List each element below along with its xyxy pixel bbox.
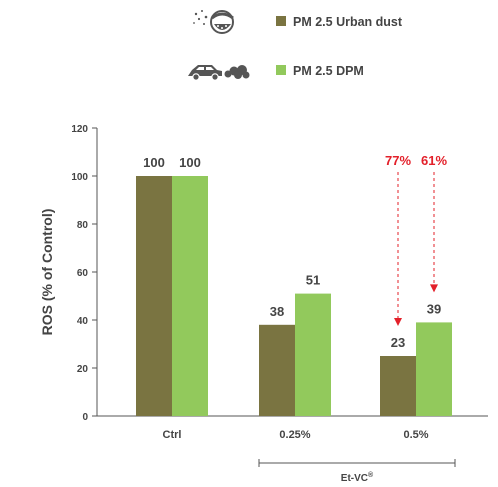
data-label: 39 xyxy=(427,301,441,316)
x-tick-label: 0.5% xyxy=(403,429,428,441)
y-tick-label: 0 xyxy=(82,412,88,423)
data-label: 100 xyxy=(179,155,201,170)
bar xyxy=(172,176,208,416)
legend-swatch-dpm xyxy=(276,65,286,75)
group-label-superscript: ® xyxy=(368,471,374,479)
bar xyxy=(295,293,331,416)
data-label: 51 xyxy=(306,273,320,288)
group-label: Et-VC® xyxy=(341,471,374,484)
group-label-text: Et-VC xyxy=(341,473,368,484)
bars: 100 100 38 51 23 39 xyxy=(136,155,452,416)
x-tick-label: Ctrl xyxy=(163,429,182,441)
annotation-arrow-head xyxy=(394,318,402,326)
annotations: 77% 61% xyxy=(385,153,447,326)
annotation-arrow-head xyxy=(430,284,438,293)
data-label: 38 xyxy=(270,304,284,319)
legend-swatch-urban-dust xyxy=(276,16,286,26)
y-tick-label: 40 xyxy=(77,316,89,327)
data-label: 100 xyxy=(143,155,165,170)
y-axis: 0 20 40 60 80 100 120 xyxy=(71,124,98,423)
y-tick-label: 20 xyxy=(77,364,89,375)
data-label: 23 xyxy=(391,335,405,350)
y-tick-label: 60 xyxy=(77,268,89,279)
bar xyxy=(136,176,172,416)
bar xyxy=(416,322,452,416)
y-axis-label: ROS (% of Control) xyxy=(39,209,55,336)
x-tick-label: 0.25% xyxy=(279,429,310,441)
dust-mask-face-icon xyxy=(193,10,234,34)
group-bracket: Et-VC® xyxy=(258,459,456,484)
legend-label-urban-dust: PM 2.5 Urban dust xyxy=(293,15,403,29)
y-tick-label: 80 xyxy=(77,220,89,231)
annotation-label: 77% xyxy=(385,153,411,168)
bar xyxy=(380,356,416,416)
y-tick-label: 120 xyxy=(71,124,88,135)
x-tick-labels: Ctrl 0.25% 0.5% xyxy=(163,429,429,441)
annotation-label: 61% xyxy=(421,153,447,168)
legend: PM 2.5 Urban dust PM 2.5 DPM xyxy=(188,10,403,81)
car-exhaust-icon xyxy=(188,65,250,81)
legend-label-dpm: PM 2.5 DPM xyxy=(293,64,364,78)
y-tick-label: 100 xyxy=(71,172,88,183)
bar xyxy=(259,324,295,416)
